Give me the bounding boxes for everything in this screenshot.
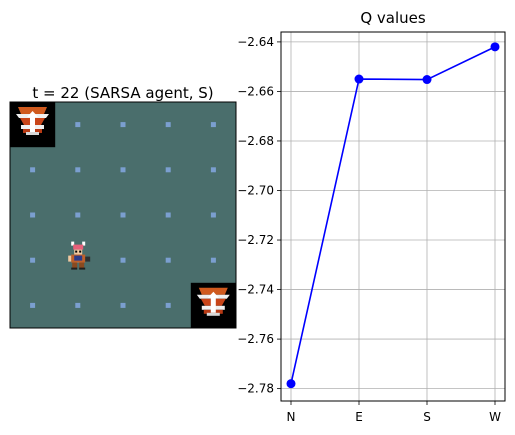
grid-dot	[120, 302, 126, 308]
grid-dot	[120, 212, 126, 218]
q-value-point	[422, 75, 432, 85]
grid-frame	[9, 101, 237, 329]
trophy-tile-icon	[10, 102, 56, 148]
grid-dot	[165, 212, 171, 218]
grid-dot	[30, 302, 36, 308]
grid-dot	[210, 167, 216, 173]
grid-dot	[75, 167, 81, 173]
goal-tiles	[10, 102, 236, 328]
grid-world-title: t = 22 (SARSA agent, S)	[32, 84, 213, 102]
grid-dot	[165, 257, 171, 263]
y-tick-label: −2.66	[237, 84, 274, 98]
q-values-chart: Q values −2.64−2.66−2.68−2.70−2.72−2.74−…	[237, 9, 506, 424]
grid-dot	[210, 257, 216, 263]
y-tick-label: −2.64	[237, 35, 274, 49]
grid-dot	[165, 122, 171, 128]
q-value-point	[286, 379, 296, 389]
grid-dot	[120, 257, 126, 263]
grid-dot	[120, 122, 126, 128]
grid-dot	[30, 257, 36, 263]
q-values-series	[286, 42, 500, 389]
plot-frame	[280, 31, 506, 402]
grid-dot	[165, 302, 171, 308]
x-tick-label: W	[489, 410, 501, 424]
y-tick-label: −2.76	[237, 332, 274, 346]
grid-dot	[75, 302, 81, 308]
x-tick-label: E	[355, 410, 363, 424]
y-axis: −2.64 −2.66 −2.68 −2.70 −2.72 −2.74 −2.76 −2.78	[237, 35, 281, 396]
grid-dot	[165, 167, 171, 173]
q-value-point	[354, 74, 364, 84]
q-value-point	[490, 42, 500, 52]
y-tick-label: −2.70	[237, 183, 274, 197]
chart-title: Q values	[360, 9, 426, 27]
x-tick-label: N	[287, 410, 296, 424]
grid-dot	[75, 122, 81, 128]
q-values-line	[290, 46, 496, 384]
grid-dot	[75, 212, 81, 218]
grid-world-panel: t = 22 (SARSA agent, S)	[9, 84, 237, 329]
y-tick-label: −2.78	[237, 382, 274, 396]
grid-dot	[210, 212, 216, 218]
grid-dot	[210, 122, 216, 128]
trophy-tile-icon	[190, 282, 236, 328]
y-tick-label: −2.72	[237, 233, 274, 247]
y-tick-label: −2.74	[237, 283, 274, 297]
x-tick-label: S	[423, 410, 431, 424]
chart-gridlines	[281, 32, 505, 401]
grid-dot	[120, 167, 126, 173]
knight-sprite-icon	[68, 241, 91, 270]
y-tick-label: −2.68	[237, 134, 274, 148]
grid-dot	[30, 212, 36, 218]
grid-dot	[30, 167, 36, 173]
